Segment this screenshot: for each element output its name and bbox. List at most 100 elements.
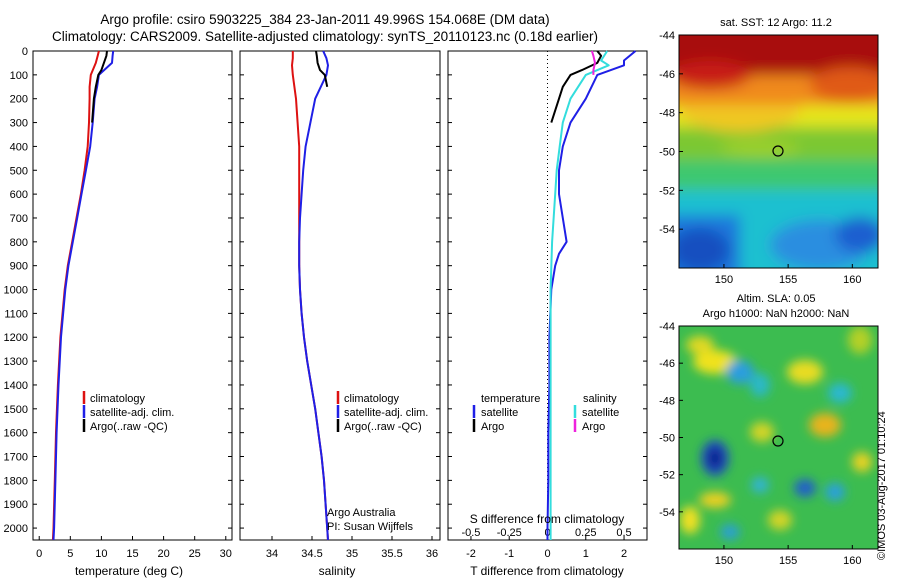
x-tick-label: 5 <box>67 548 73 560</box>
legend-label-argo: Argo(..raw -QC) <box>344 421 422 433</box>
legend-label-satellite: satellite-adj. clim. <box>90 407 174 419</box>
depth-tick-label: 500 <box>10 165 28 177</box>
sst-map-title: sat. SST: 12 Argo: 11.2 <box>720 17 832 29</box>
map-y-tick-label: -52 <box>659 185 675 197</box>
map-y-tick-label: -54 <box>659 224 675 236</box>
temperature-legend: climatology satellite-adj. clim. Argo(..… <box>82 391 174 433</box>
sst-argo-marker <box>772 145 784 157</box>
s-tick-label: -0.25 <box>497 527 522 539</box>
x-tick-label: 0 <box>544 548 550 560</box>
sla-map-title-line2: Argo h1000: NaN h2000: NaN <box>703 308 850 320</box>
depth-tick-label: 900 <box>10 261 28 273</box>
depth-tick-label: 1800 <box>4 475 28 487</box>
depth-tick-label: 1300 <box>4 356 28 368</box>
map-y-tick-label: -48 <box>659 395 675 407</box>
legend-label-argo: Argo(..raw -QC) <box>90 421 168 433</box>
x-tick-label: 0 <box>36 548 42 560</box>
map-y-tick-label: -48 <box>659 108 675 120</box>
depth-tick-label: 400 <box>10 141 28 153</box>
map-x-tick-label: 155 <box>779 555 797 567</box>
map-x-tick-label: 150 <box>715 274 733 286</box>
map-x-tick-label: 160 <box>843 555 861 567</box>
pi-note: PI: Susan Wijffels <box>327 521 413 533</box>
map-y-tick-label: -46 <box>659 69 675 81</box>
x-tick-label: 10 <box>95 548 107 560</box>
temp-argo-line <box>91 50 108 123</box>
salinity-legend: climatology satellite-adj. clim. Argo(..… <box>336 391 428 433</box>
x-tick-label: 36 <box>426 548 438 560</box>
legend-label-temp-argo: Argo <box>481 421 504 433</box>
x-tick-label: 34.5 <box>301 548 322 560</box>
depth-tick-label: 0 <box>22 46 28 58</box>
map-y-tick-label: -52 <box>659 470 675 482</box>
depth-tick-label: 1200 <box>4 332 28 344</box>
difference-legend: temperature salinity satellite Argo sate… <box>472 393 619 433</box>
depth-tick-label: 1000 <box>4 285 28 297</box>
depth-tick-label: 300 <box>10 118 28 130</box>
depth-tick-label: 200 <box>10 94 28 106</box>
legend-temperature-header: temperature <box>481 393 540 405</box>
x-tick-label: 35 <box>346 548 358 560</box>
figure-title-line2: Climatology: CARS2009. Satellite-adjuste… <box>51 29 599 44</box>
map-x-tick-label: 160 <box>843 274 861 286</box>
legend-label-temp-satellite: satellite <box>481 407 518 419</box>
sal-argo-line <box>315 50 329 87</box>
depth-tick-label: 1400 <box>4 380 28 392</box>
argo-australia-note: Argo Australia <box>327 507 396 519</box>
s-tick-label: -0.5 <box>461 527 480 539</box>
map-y-tick-label: -44 <box>659 30 675 42</box>
depth-tick-label: 1700 <box>4 452 28 464</box>
legend-label-satellite: satellite-adj. clim. <box>344 407 428 419</box>
figure-title-line1: Argo profile: csiro 5903225_384 23-Jan-2… <box>100 12 550 27</box>
legend-salinity-header: salinity <box>583 393 617 405</box>
x-tick-label: 1 <box>583 548 589 560</box>
x-tick-label: -1 <box>504 548 514 560</box>
legend-label-sal-satellite: satellite <box>582 407 619 419</box>
depth-tick-label: 100 <box>10 70 28 82</box>
depth-tick-label: 800 <box>10 237 28 249</box>
depth-tick-label: 600 <box>10 189 28 201</box>
x-tick-label: -2 <box>466 548 476 560</box>
depth-tick-label: 2000 <box>4 523 28 535</box>
sal-satellite-line <box>298 50 329 541</box>
sla-map-title-line1: Altim. SLA: 0.05 <box>737 293 816 305</box>
map-y-tick-label: -46 <box>659 358 675 370</box>
s-tick-label: 0.5 <box>616 527 631 539</box>
temperature-panel-frame <box>32 50 233 541</box>
legend-label-climatology: climatology <box>90 393 146 405</box>
map-y-tick-label: -50 <box>659 147 675 159</box>
depth-tick-label: 1900 <box>4 499 28 511</box>
diff-sal-argo-line <box>590 50 596 75</box>
map-x-tick-label: 150 <box>715 555 733 567</box>
salinity-panel-frame <box>239 50 441 541</box>
x-tick-label: 2 <box>621 548 627 560</box>
temperature-xlabel: temperature (deg C) <box>75 564 183 578</box>
x-tick-label: 20 <box>157 548 169 560</box>
map-y-tick-label: -50 <box>659 433 675 445</box>
legend-label-climatology: climatology <box>344 393 400 405</box>
x-tick-label: 35.5 <box>381 548 402 560</box>
s-tick-label: 0.25 <box>575 527 596 539</box>
diff-temp-satellite-line <box>546 50 637 540</box>
depth-tick-label: 700 <box>10 213 28 225</box>
imos-timestamp: ©IMOS 03-Aug-2017 01:10:24 <box>876 411 888 560</box>
difference-xlabel: T difference from climatology <box>470 564 624 578</box>
map-y-tick-label: -54 <box>659 507 675 519</box>
x-tick-label: 25 <box>189 548 201 560</box>
x-tick-label: 34 <box>266 548 278 560</box>
sst-map-image <box>679 35 878 268</box>
diff-temp-argo-line <box>550 50 603 123</box>
x-tick-label: 30 <box>220 548 232 560</box>
map-y-tick-label: -44 <box>659 321 675 333</box>
x-tick-label: 15 <box>126 548 138 560</box>
depth-tick-label: 1600 <box>4 428 28 440</box>
difference-xlabel-top: S difference from climatology <box>470 512 625 526</box>
sla-argo-marker <box>772 435 784 447</box>
legend-label-sal-argo: Argo <box>582 421 605 433</box>
depth-tick-label: 1100 <box>4 308 28 320</box>
map-x-tick-label: 155 <box>779 274 797 286</box>
salinity-xlabel: salinity <box>319 564 356 578</box>
sla-map-image <box>679 326 878 549</box>
depth-tick-label: 1500 <box>4 404 28 416</box>
